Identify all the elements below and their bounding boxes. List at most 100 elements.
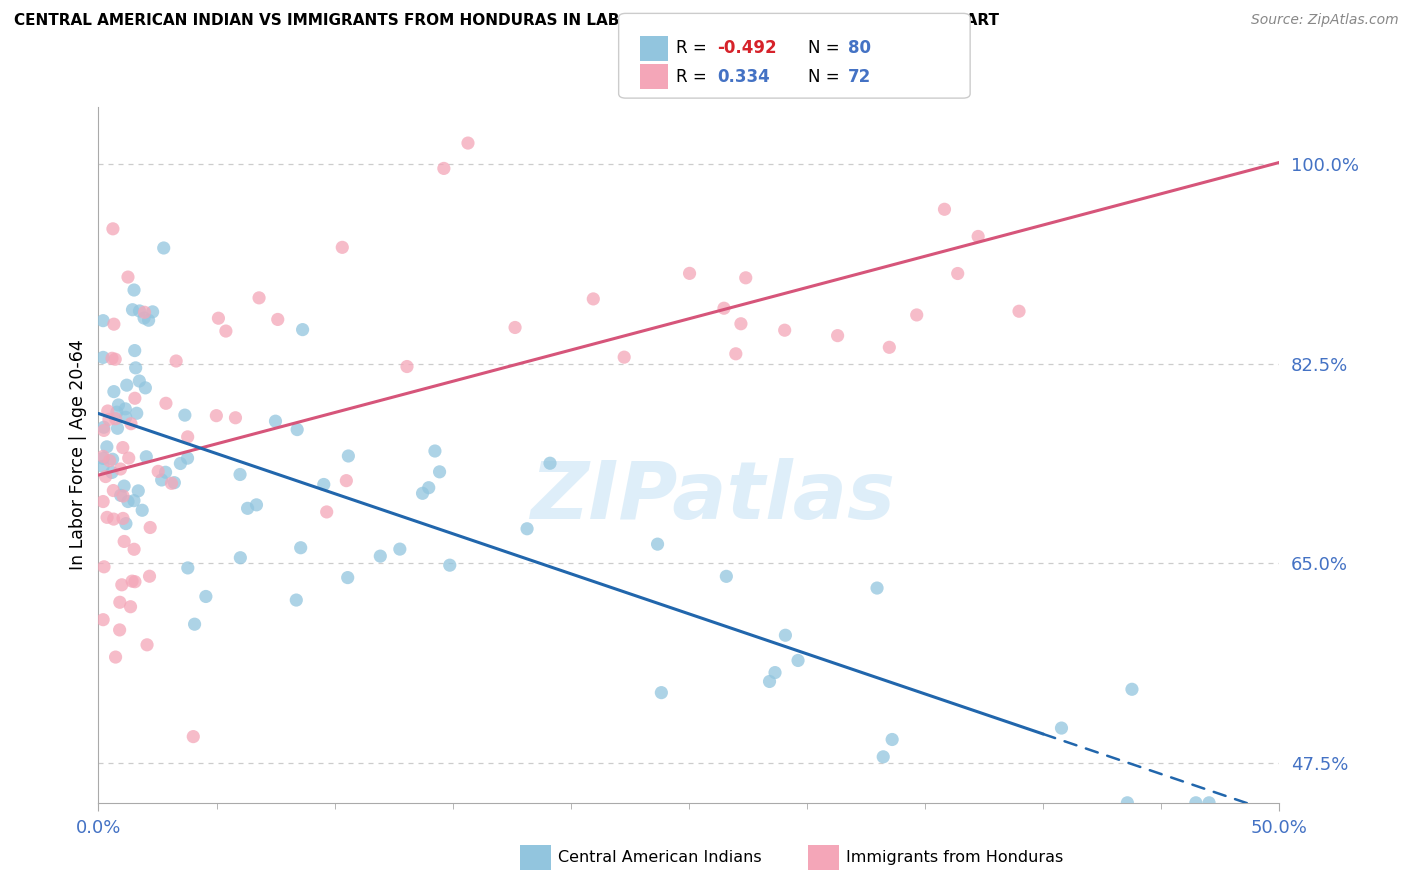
Text: 0.334: 0.334 xyxy=(717,68,770,86)
Point xyxy=(423,444,446,458)
Point xyxy=(98,454,121,468)
Point xyxy=(194,590,217,604)
Point xyxy=(395,359,418,374)
Point xyxy=(155,465,177,479)
Point xyxy=(107,398,129,412)
Point xyxy=(264,414,287,428)
Point xyxy=(124,574,146,589)
Point xyxy=(934,202,956,217)
Point xyxy=(388,542,411,557)
Point xyxy=(91,450,114,464)
Point xyxy=(650,685,672,699)
Point xyxy=(111,441,134,455)
Point xyxy=(115,378,138,392)
Point xyxy=(112,489,135,503)
Point xyxy=(503,320,526,334)
Text: N =: N = xyxy=(808,68,845,86)
Point xyxy=(96,440,118,454)
Point xyxy=(236,501,259,516)
Point xyxy=(582,292,605,306)
Point xyxy=(285,423,308,437)
Point xyxy=(121,574,143,588)
Point xyxy=(866,581,889,595)
Point xyxy=(205,409,228,423)
Point xyxy=(115,516,138,531)
Point xyxy=(177,561,200,575)
Point xyxy=(114,401,136,416)
Point xyxy=(135,450,157,464)
Point xyxy=(94,469,117,483)
Text: Source: ZipAtlas.com: Source: ZipAtlas.com xyxy=(1251,13,1399,28)
Text: Immigrants from Honduras: Immigrants from Honduras xyxy=(846,850,1064,864)
Point xyxy=(108,595,131,609)
Point xyxy=(1008,304,1031,318)
Point xyxy=(412,486,434,500)
Point xyxy=(124,343,146,358)
Point xyxy=(730,317,752,331)
Point xyxy=(1050,721,1073,735)
Point xyxy=(117,494,139,508)
Point xyxy=(716,569,738,583)
Point xyxy=(163,475,186,490)
Point xyxy=(98,412,121,426)
Text: Central American Indians: Central American Indians xyxy=(558,850,762,864)
Point xyxy=(290,541,312,555)
Point xyxy=(1121,682,1143,697)
Point xyxy=(103,384,125,399)
Point xyxy=(150,473,173,487)
Point xyxy=(215,324,238,338)
Point xyxy=(128,374,150,388)
Text: 72: 72 xyxy=(848,68,872,86)
Point xyxy=(1116,796,1139,810)
Point xyxy=(138,569,160,583)
Point xyxy=(152,241,174,255)
Text: R =: R = xyxy=(676,68,713,86)
Point xyxy=(101,351,124,366)
Text: R =: R = xyxy=(676,39,713,57)
Point xyxy=(773,323,796,337)
Text: ZIPatlas: ZIPatlas xyxy=(530,458,896,536)
Point xyxy=(128,304,150,318)
Point xyxy=(872,749,894,764)
Point xyxy=(678,266,700,280)
Point xyxy=(138,313,160,327)
Point xyxy=(148,464,170,478)
Point xyxy=(787,653,810,667)
Point xyxy=(763,665,786,680)
Point xyxy=(124,391,146,405)
Point xyxy=(538,456,561,470)
Point xyxy=(734,270,756,285)
Point xyxy=(173,408,195,422)
Point xyxy=(229,467,252,482)
Point xyxy=(946,267,969,281)
Y-axis label: In Labor Force | Age 20-64: In Labor Force | Age 20-64 xyxy=(69,340,87,570)
Point xyxy=(336,571,359,585)
Point xyxy=(827,328,849,343)
Point xyxy=(93,424,115,438)
Point xyxy=(101,452,124,467)
Point xyxy=(368,549,391,563)
Point xyxy=(91,451,114,466)
Text: -0.492: -0.492 xyxy=(717,39,776,57)
Point xyxy=(121,302,143,317)
Point xyxy=(229,550,252,565)
Point xyxy=(613,350,636,364)
Point xyxy=(127,483,149,498)
Point xyxy=(335,474,357,488)
Point xyxy=(93,559,115,574)
Point xyxy=(132,311,155,326)
Point xyxy=(122,283,145,297)
Point xyxy=(457,136,479,150)
Point xyxy=(429,465,451,479)
Point xyxy=(181,730,204,744)
Point xyxy=(967,229,990,244)
Point xyxy=(136,638,159,652)
Point xyxy=(291,323,314,337)
Point xyxy=(93,420,115,434)
Point xyxy=(91,351,114,365)
Point xyxy=(110,462,132,476)
Point xyxy=(122,542,145,557)
Point xyxy=(97,404,120,418)
Point xyxy=(1198,796,1220,810)
Point xyxy=(905,308,928,322)
